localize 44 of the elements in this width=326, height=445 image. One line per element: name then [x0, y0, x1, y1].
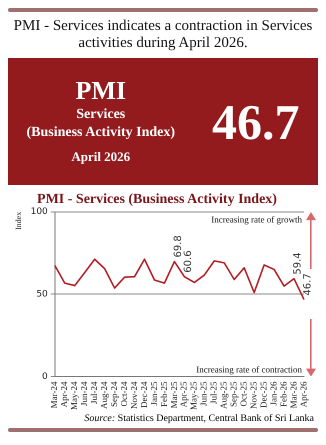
x-tick-label: Jan-26: [268, 381, 278, 406]
x-tick-label: Aug-25: [218, 381, 229, 410]
text: 46.7: [212, 92, 300, 150]
x-tick-label: May-24: [69, 381, 80, 410]
x-tick-label: Jun-25: [198, 381, 209, 406]
text: April 2026: [70, 148, 132, 166]
x-tick-label: Jul-24: [89, 381, 100, 404]
y-tick-label: 100: [30, 207, 48, 218]
data-label: 69.8: [173, 235, 184, 258]
x-tick-label: Aug-24: [98, 381, 109, 410]
x-tick-label: Dec-24: [138, 381, 149, 408]
data-label: 46.7: [302, 273, 314, 296]
x-tick-label: Jan-25: [148, 381, 159, 406]
x-tick-label: Feb-25: [158, 381, 169, 408]
annotation: Increasing rate of growth: [211, 214, 302, 225]
x-tick-label: Apr-25: [178, 381, 189, 408]
text: (Business Activity Index): [26, 124, 176, 142]
x-tick-label: Mar-24: [49, 381, 60, 408]
x-tick-label: Jul-25: [208, 381, 219, 404]
y-axis-title: Index: [14, 212, 23, 230]
text: Services: [75, 106, 126, 124]
chart-title: PMI - Services (Business Activity Index): [37, 192, 278, 208]
x-tick-label: Mar-25: [168, 381, 179, 408]
x-tick-label: Sep-24: [108, 381, 119, 408]
x-tick-label: Apr-26: [298, 381, 308, 408]
x-tick-label: Oct-25: [238, 381, 249, 407]
x-tick-label: Mar-26: [288, 381, 298, 408]
data-label: 59.4: [292, 252, 304, 275]
x-tick-label: Jun-24: [79, 381, 90, 406]
x-tick-label: Oct-24: [118, 381, 129, 407]
text: PMI: [74, 76, 128, 106]
x-tick-label: Nov-24: [128, 381, 139, 410]
x-tick-label: Dec-25: [258, 381, 268, 408]
source-note: Source: Statistics Department, Central Bank of Sri Lanka: [83, 413, 315, 424]
x-tick-label: May-25: [188, 381, 199, 410]
x-tick-label: Nov-25: [248, 381, 259, 410]
annotation: Increasing rate of contraction: [196, 364, 302, 374]
x-tick-label: Feb-26: [278, 381, 288, 408]
text: PMI - Services indicates a contraction in Services activities during April 2026.: [12, 18, 314, 52]
x-tick-label: Apr-24: [59, 381, 70, 408]
data-label: 60.6: [182, 250, 194, 273]
y-tick-label: 0: [42, 372, 48, 382]
x-tick-label: Sep-25: [228, 381, 239, 408]
y-tick-label: 50: [36, 289, 48, 300]
